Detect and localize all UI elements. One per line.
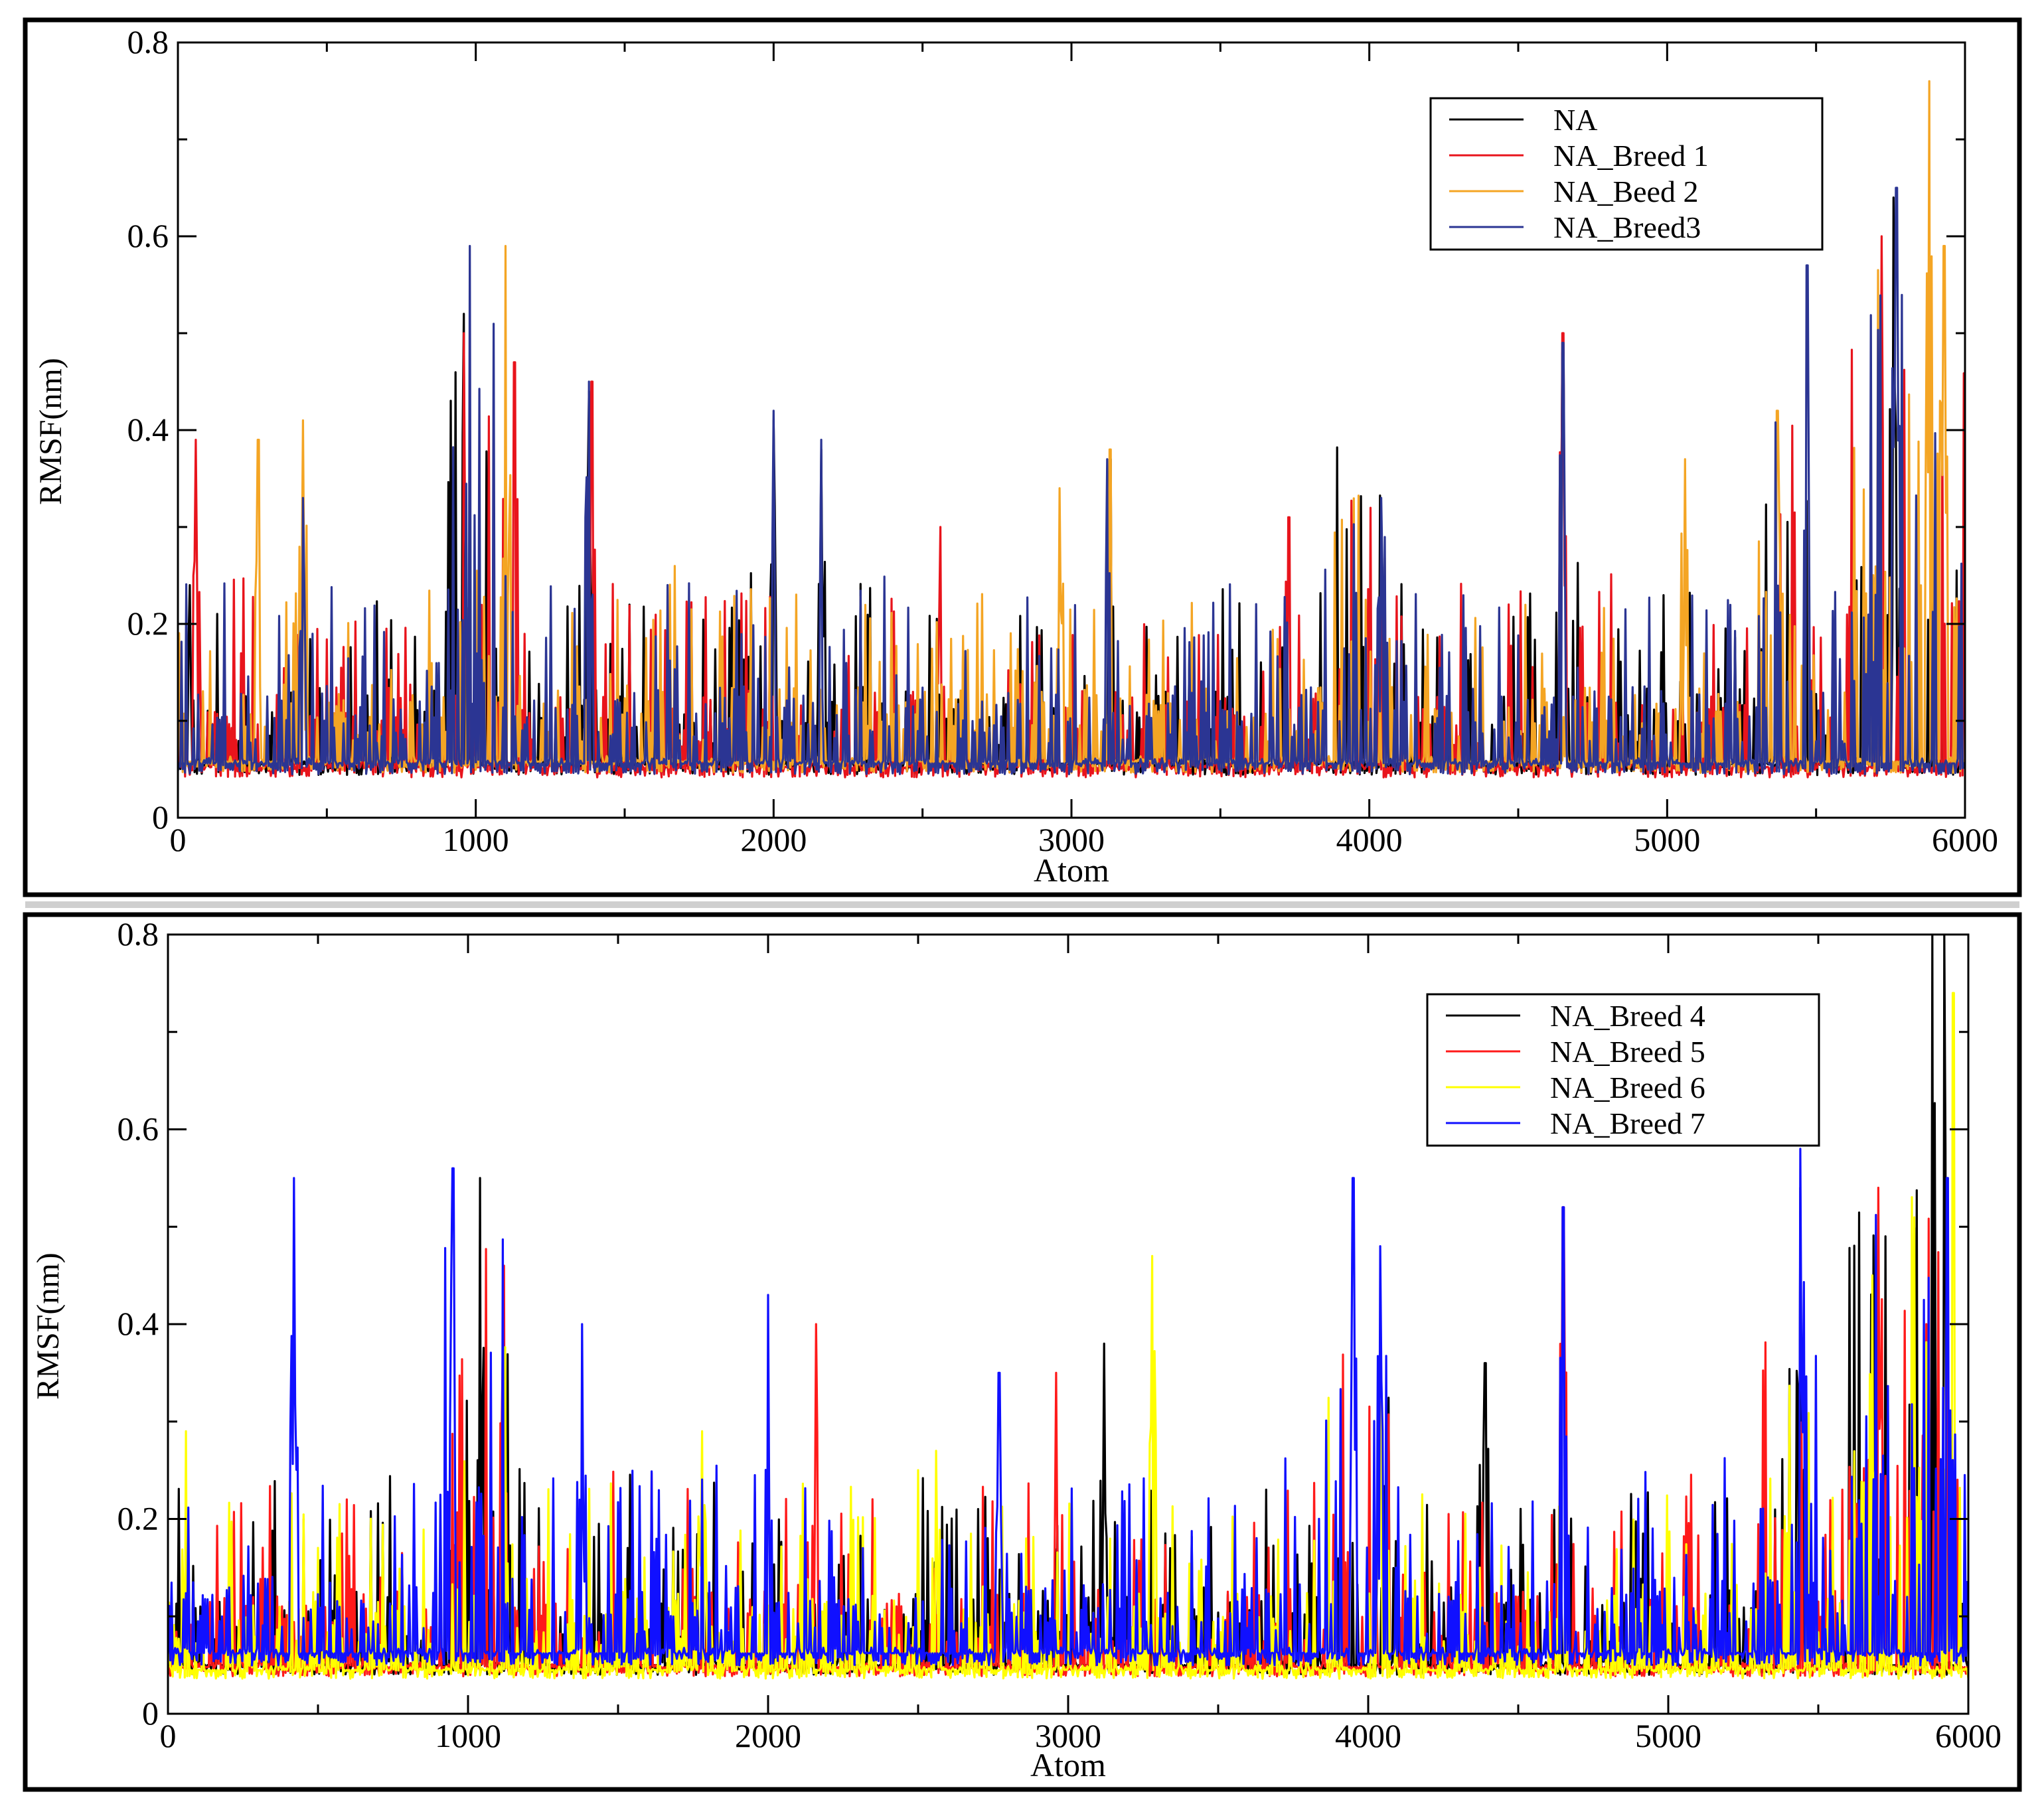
legend-label: NA_Breed 4 [1550,999,1705,1033]
series-group [168,935,1968,1680]
series-line-na-breed-7 [168,1148,1968,1667]
legend-label: NA_Breed3 [1553,210,1701,244]
x-tick-label: 3000 [1038,821,1105,858]
legend-label: NA_Beed 2 [1553,175,1698,208]
y-axis-label: RMSF(nm) [31,1252,66,1399]
x-tick-label: 6000 [1932,821,1998,858]
x-axis-label: Atom [1034,852,1109,889]
y-tick-label: 0.6 [118,1110,159,1148]
x-tick-label: 4000 [1335,1717,1401,1754]
x-tick-label: 4000 [1336,821,1403,858]
x-tick-label: 3000 [1035,1717,1101,1754]
top-panel-frame [23,17,2022,897]
legend-box [1429,97,1824,251]
y-axis-label: RMSF(nm) [33,358,68,504]
x-tick-label: 2000 [740,821,807,858]
legend-label: NA_Breed 5 [1550,1035,1705,1069]
rmsf-panel-2: 0 1000 2000 3000 4000 5000 6000 0 0.2 0.4 0.6 0.8 At… [31,915,2002,1783]
series-group [178,80,1965,779]
x-tick-label: 1000 [435,1717,501,1754]
legend-box [1426,993,1820,1147]
y-tick-label: 0.4 [127,411,169,448]
x-tick-label: 5000 [1635,1717,1701,1754]
legend-label: NA_Breed 7 [1550,1106,1705,1140]
y-tick-label: 0.8 [127,23,169,60]
y-tick-label: 0.8 [118,915,159,952]
x-tick-label: 5000 [1634,821,1700,858]
y-tick-label: 0 [152,798,169,836]
rmsf-panel-1: 0 1000 2000 3000 4000 5000 6000 0 0.2 0.4 0.6 0.8 At… [33,23,1998,889]
legend: NA_Breed 4NA_Breed 5NA_Breed 6NA_Breed 7 [1426,993,1820,1147]
legend-label: NA_Breed 1 [1553,139,1709,173]
y-tick-label: 0.6 [127,217,169,254]
x-tick-label: 0 [160,1717,177,1754]
x-tick-label: 2000 [735,1717,801,1754]
bottom-panel-frame [23,912,2022,1792]
x-tick-label: 6000 [1935,1717,2002,1754]
series-line-na-breed-6 [168,992,1968,1680]
y-tick-label: 0.2 [127,605,169,642]
y-tick-label: 0.2 [118,1500,159,1537]
y-tick-label: 0.4 [118,1305,159,1342]
series-line-na-breed3 [178,187,1965,776]
x-tick-label: 1000 [443,821,509,858]
legend-label: NA [1553,103,1597,137]
y-tick-label: 0 [142,1695,159,1732]
x-tick-label: 0 [170,821,187,858]
legend-label: NA_Breed 6 [1550,1071,1705,1104]
x-axis-label: Atom [1030,1746,1106,1783]
